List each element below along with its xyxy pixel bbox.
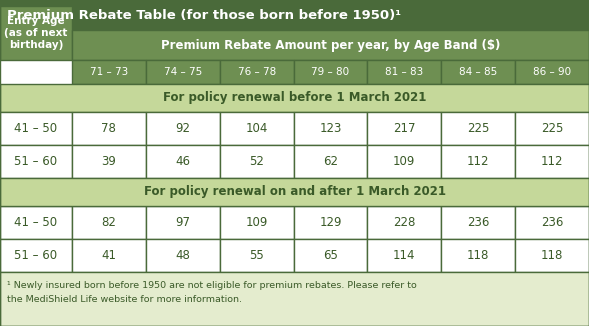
- Text: 228: 228: [393, 216, 416, 229]
- Text: 118: 118: [541, 249, 563, 262]
- Text: 112: 112: [541, 155, 563, 168]
- Bar: [72, 60, 146, 84]
- Text: 41 – 50: 41 – 50: [15, 216, 58, 229]
- Bar: [441, 112, 515, 145]
- Text: 51 – 60: 51 – 60: [15, 249, 58, 262]
- Text: 123: 123: [319, 122, 342, 135]
- Bar: [441, 145, 515, 178]
- Bar: [0, 178, 589, 206]
- Text: 62: 62: [323, 155, 338, 168]
- Bar: [0, 112, 72, 145]
- Text: the MediShield Life website for more information.: the MediShield Life website for more inf…: [7, 295, 242, 304]
- Text: 78: 78: [101, 122, 117, 135]
- Text: 48: 48: [176, 249, 190, 262]
- Bar: [368, 206, 441, 239]
- Text: 55: 55: [249, 249, 264, 262]
- Text: ¹ Newly insured born before 1950 are not eligible for premium rebates. Please re: ¹ Newly insured born before 1950 are not…: [7, 281, 417, 290]
- Bar: [515, 206, 589, 239]
- Bar: [72, 30, 589, 60]
- Text: Entry Age
(as of next
birthday): Entry Age (as of next birthday): [4, 16, 68, 50]
- Bar: [220, 239, 293, 272]
- Bar: [220, 112, 293, 145]
- Bar: [293, 60, 368, 84]
- Text: 81 – 83: 81 – 83: [385, 67, 423, 77]
- Bar: [368, 60, 441, 84]
- Text: 46: 46: [176, 155, 190, 168]
- Bar: [515, 112, 589, 145]
- Text: 217: 217: [393, 122, 416, 135]
- Text: 65: 65: [323, 249, 338, 262]
- Bar: [368, 239, 441, 272]
- Bar: [220, 60, 293, 84]
- Bar: [0, 0, 589, 30]
- Text: 84 – 85: 84 – 85: [459, 67, 497, 77]
- Bar: [146, 239, 220, 272]
- Text: 92: 92: [176, 122, 190, 135]
- Bar: [0, 239, 72, 272]
- Bar: [368, 112, 441, 145]
- Text: 225: 225: [467, 122, 489, 135]
- Text: 97: 97: [176, 216, 190, 229]
- Bar: [146, 206, 220, 239]
- Text: 76 – 78: 76 – 78: [237, 67, 276, 77]
- Bar: [146, 60, 220, 84]
- Text: 52: 52: [249, 155, 264, 168]
- Text: 129: 129: [319, 216, 342, 229]
- Text: 109: 109: [393, 155, 416, 168]
- Text: 51 – 60: 51 – 60: [15, 155, 58, 168]
- Bar: [146, 112, 220, 145]
- Text: 39: 39: [101, 155, 117, 168]
- Text: 74 – 75: 74 – 75: [164, 67, 202, 77]
- Bar: [515, 145, 589, 178]
- Text: For policy renewal before 1 March 2021: For policy renewal before 1 March 2021: [163, 92, 426, 105]
- Bar: [441, 60, 515, 84]
- Bar: [293, 206, 368, 239]
- Bar: [72, 239, 146, 272]
- Text: 225: 225: [541, 122, 563, 135]
- Text: 112: 112: [467, 155, 489, 168]
- Text: 86 – 90: 86 – 90: [533, 67, 571, 77]
- Bar: [0, 206, 72, 239]
- Text: 79 – 80: 79 – 80: [312, 67, 349, 77]
- Bar: [368, 145, 441, 178]
- Bar: [146, 145, 220, 178]
- Bar: [220, 206, 293, 239]
- Text: 236: 236: [541, 216, 563, 229]
- Bar: [0, 6, 72, 60]
- Text: 118: 118: [467, 249, 489, 262]
- Bar: [293, 145, 368, 178]
- Text: 114: 114: [393, 249, 416, 262]
- Bar: [72, 206, 146, 239]
- Bar: [72, 145, 146, 178]
- Text: 71 – 73: 71 – 73: [90, 67, 128, 77]
- Bar: [441, 206, 515, 239]
- Bar: [0, 145, 72, 178]
- Text: 41: 41: [101, 249, 117, 262]
- Bar: [220, 145, 293, 178]
- Bar: [72, 112, 146, 145]
- Text: Premium Rebate Amount per year, by Age Band ($): Premium Rebate Amount per year, by Age B…: [161, 38, 500, 52]
- Text: 236: 236: [467, 216, 489, 229]
- Bar: [515, 239, 589, 272]
- Bar: [515, 60, 589, 84]
- Text: 104: 104: [246, 122, 268, 135]
- Text: 41 – 50: 41 – 50: [15, 122, 58, 135]
- Text: For policy renewal on and after 1 March 2021: For policy renewal on and after 1 March …: [144, 185, 445, 199]
- Bar: [293, 239, 368, 272]
- Text: 109: 109: [246, 216, 268, 229]
- Text: 82: 82: [101, 216, 117, 229]
- Bar: [0, 272, 589, 326]
- Bar: [293, 112, 368, 145]
- Bar: [0, 84, 589, 112]
- Text: Premium Rebate Table (for those born before 1950)¹: Premium Rebate Table (for those born bef…: [7, 8, 401, 22]
- Bar: [441, 239, 515, 272]
